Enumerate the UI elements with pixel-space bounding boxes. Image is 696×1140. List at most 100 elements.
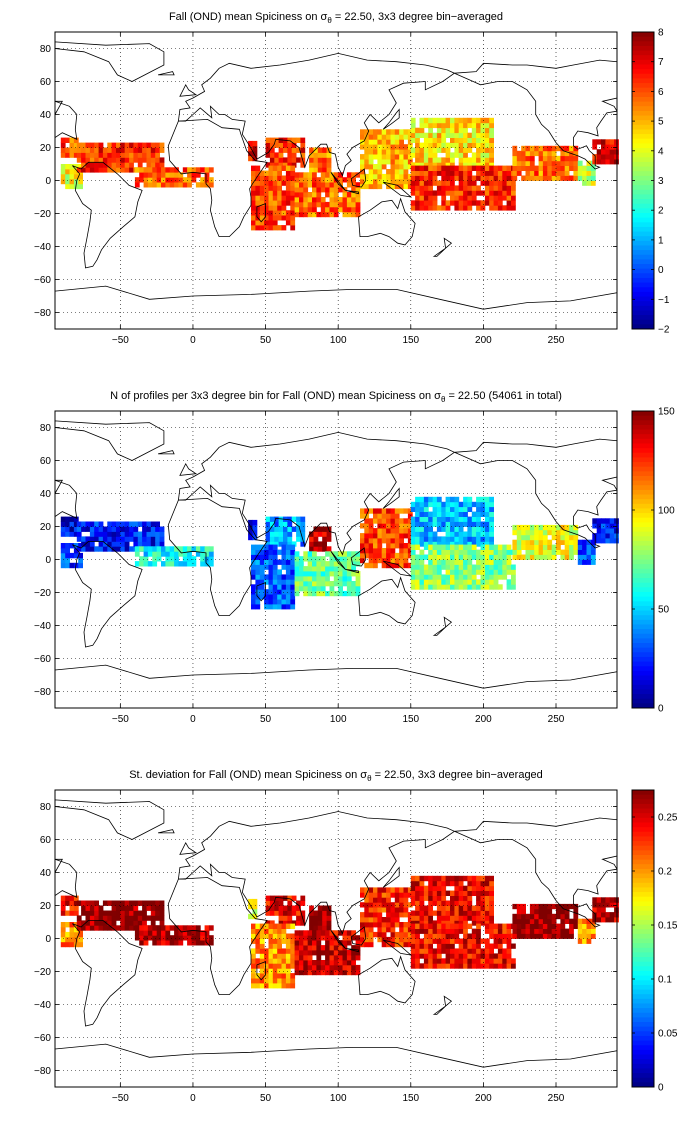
- colorbar-step: [632, 1063, 654, 1069]
- data-bin: [316, 192, 322, 198]
- data-bin: [85, 920, 91, 926]
- data-bin: [272, 953, 278, 959]
- data-bin: [605, 917, 611, 923]
- data-bin: [480, 526, 486, 532]
- colorbar-step: [632, 813, 654, 819]
- data-bin: [476, 948, 481, 954]
- data-bin: [419, 531, 425, 537]
- data-bin: [489, 536, 494, 542]
- data-bin: [169, 940, 175, 946]
- data-bin: [133, 915, 139, 921]
- data-bin: [161, 561, 166, 567]
- data-bin: [264, 948, 269, 954]
- data-bin: [287, 920, 293, 926]
- data-bin: [454, 923, 460, 929]
- data-bin: [542, 923, 548, 929]
- data-bin: [364, 149, 370, 155]
- data-bin: [287, 541, 293, 547]
- data-bin: [592, 159, 598, 165]
- data-bin: [423, 564, 429, 570]
- data-bin: [445, 142, 451, 148]
- data-bin: [316, 211, 322, 218]
- data-bin: [423, 516, 429, 522]
- data-bin: [502, 933, 508, 939]
- data-bin: [351, 177, 356, 183]
- data-bin: [133, 147, 139, 153]
- data-bin: [281, 938, 287, 944]
- data-bin: [300, 531, 306, 537]
- colorbar-tick-label: 3: [658, 176, 664, 187]
- data-bin: [463, 885, 468, 891]
- data-bin: [399, 518, 404, 524]
- data-bin: [139, 172, 144, 178]
- data-bin: [386, 548, 391, 554]
- data-bin: [419, 536, 425, 542]
- colorbar-tick-label: 0.15: [658, 921, 678, 932]
- data-bin: [147, 182, 153, 188]
- data-bin: [428, 152, 433, 158]
- data-bin: [471, 152, 477, 158]
- data-bin: [129, 147, 134, 153]
- data-bin: [165, 925, 171, 931]
- data-bin: [407, 173, 413, 180]
- data-bin: [285, 933, 291, 939]
- data-bin: [174, 551, 179, 557]
- data-bin: [450, 541, 455, 547]
- data-bin: [373, 907, 378, 913]
- data-bin: [484, 943, 490, 949]
- data-bin: [73, 905, 79, 911]
- data-bin: [299, 182, 304, 188]
- data-bin: [399, 134, 404, 140]
- data-bin: [560, 903, 566, 910]
- data-bin: [338, 556, 343, 562]
- data-bin: [150, 526, 156, 532]
- data-bin: [521, 145, 526, 152]
- data-bin: [313, 167, 319, 173]
- data-bin: [511, 190, 516, 196]
- data-bin: [81, 541, 86, 547]
- colorbar-step: [632, 564, 654, 570]
- data-bin: [480, 953, 486, 959]
- data-bin: [534, 539, 539, 545]
- data-bin: [516, 539, 522, 545]
- data-bin: [467, 963, 473, 969]
- data-bin: [317, 162, 323, 168]
- data-bin: [281, 973, 287, 979]
- data-bin: [377, 922, 383, 928]
- data-bin: [329, 960, 335, 966]
- data-bin: [542, 155, 548, 162]
- data-bin: [436, 963, 442, 969]
- data-bin: [307, 930, 313, 936]
- data-bin: [281, 963, 287, 969]
- data-bin: [410, 170, 416, 176]
- data-bin: [251, 569, 256, 575]
- data-bin: [274, 895, 280, 901]
- data-bin: [467, 885, 473, 891]
- data-bin: [277, 963, 282, 969]
- data-bin: [502, 564, 508, 570]
- data-bin: [187, 935, 192, 941]
- data-bin: [338, 581, 343, 587]
- data-bin: [285, 559, 291, 565]
- data-bin: [178, 172, 184, 178]
- data-bin: [506, 200, 512, 206]
- data-bin: [502, 559, 508, 565]
- data-bin: [441, 132, 447, 138]
- data-bin: [489, 526, 494, 532]
- colorbar-step: [632, 822, 654, 828]
- colorbar-step: [632, 545, 654, 551]
- data-bin: [272, 559, 278, 565]
- data-bin: [582, 170, 587, 176]
- data-bin: [152, 167, 158, 173]
- data-bin: [454, 880, 460, 887]
- data-bin: [582, 165, 587, 171]
- colorbar-step: [632, 952, 654, 958]
- data-bin: [386, 936, 391, 943]
- data-bin: [98, 915, 104, 921]
- data-bin: [480, 920, 486, 926]
- y-tick-label: 40: [40, 110, 52, 121]
- data-bin: [432, 544, 438, 550]
- data-bin: [441, 117, 447, 124]
- data-bin: [155, 905, 160, 911]
- data-bin: [277, 943, 282, 949]
